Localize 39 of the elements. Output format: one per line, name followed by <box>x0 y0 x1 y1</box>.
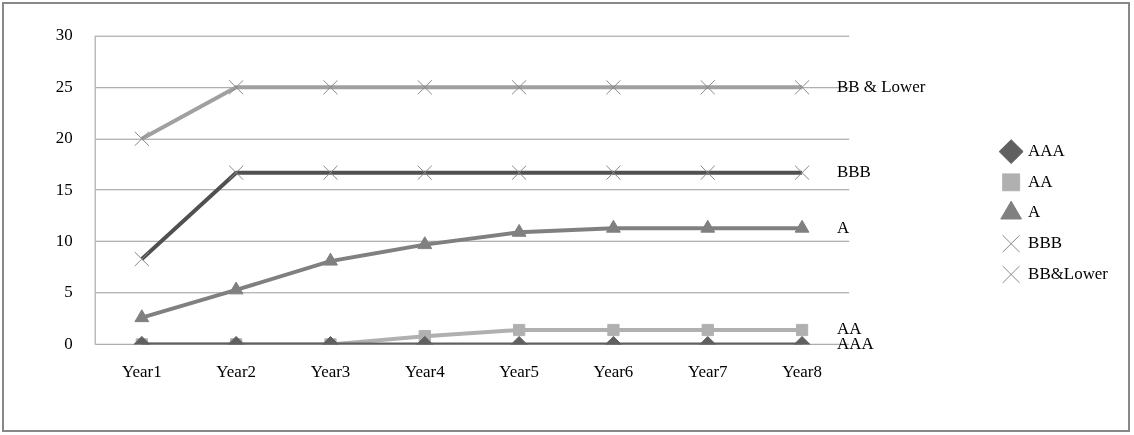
legend-label: BBB <box>1028 233 1062 253</box>
point <box>134 131 150 147</box>
x-tick-label: Year5 <box>499 361 539 381</box>
x-tick-label: Year7 <box>687 361 728 381</box>
point <box>700 79 716 95</box>
point <box>511 79 527 95</box>
annotation: BBB <box>836 162 871 182</box>
x-tick-label: Year6 <box>593 361 634 381</box>
point <box>228 281 244 295</box>
point <box>417 79 433 95</box>
x-tick-label: Year2 <box>216 361 256 381</box>
point <box>323 252 338 266</box>
point <box>700 219 716 233</box>
legend-label: AA <box>1028 171 1054 191</box>
legend-label: A <box>1028 202 1042 222</box>
annotation: A <box>836 217 850 237</box>
x-tick-label: Year3 <box>310 361 351 381</box>
x-tick-label: Year8 <box>782 361 822 381</box>
point <box>228 79 244 95</box>
legend-label: AAA <box>1028 141 1066 161</box>
point <box>605 79 621 95</box>
point <box>794 219 810 233</box>
y-tick-label: 15 <box>55 179 73 199</box>
y-tick-label: 10 <box>55 231 73 250</box>
x-tick-label: Year4 <box>404 361 446 381</box>
y-tick-label: 5 <box>64 282 73 302</box>
x-tick-label: Year1 <box>122 361 162 381</box>
y-tick-label: 20 <box>55 128 73 148</box>
point <box>134 309 150 323</box>
y-tick-label: 0 <box>64 333 73 353</box>
annotation: BB & Lower <box>836 76 926 96</box>
y-tick-label: 30 <box>55 25 73 45</box>
point <box>606 219 621 233</box>
point <box>322 79 339 95</box>
legend-label: BB&Lower <box>1028 263 1109 283</box>
y-tick-label: 25 <box>55 76 73 96</box>
point <box>511 223 527 237</box>
point <box>417 236 433 250</box>
point <box>794 79 810 95</box>
